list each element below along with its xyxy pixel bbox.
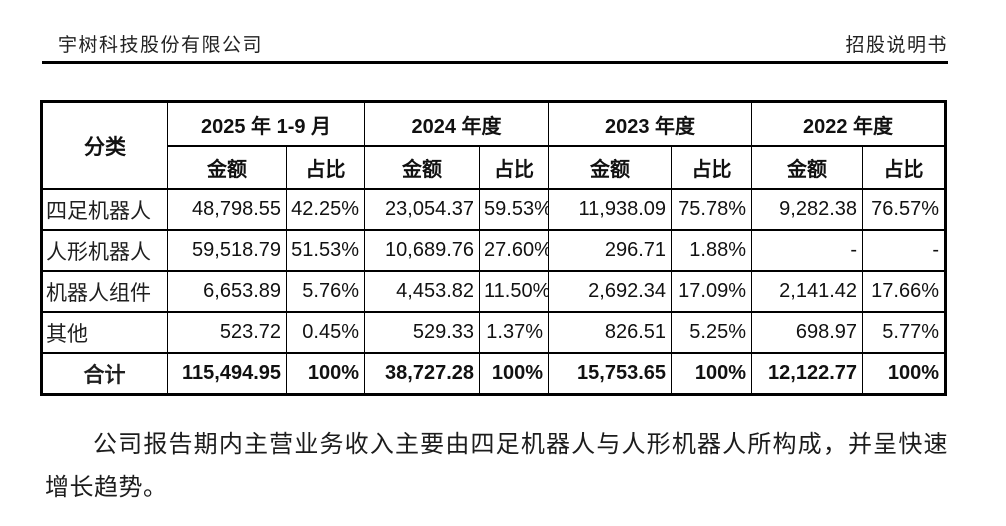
row-category-total: 合计 <box>41 352 168 396</box>
cell-ratio-2024: 11.50% <box>479 270 550 313</box>
cell-amount-2022: - <box>751 229 864 272</box>
cell-amount-2024: 23,054.37 <box>364 188 481 231</box>
cell-amount-2022: 2,141.42 <box>751 270 864 313</box>
subheader-ratio-2024: 占比 <box>479 145 550 190</box>
cell-total-ratio-2024: 100% <box>479 352 550 396</box>
cell-ratio-2025: 0.45% <box>285 311 366 354</box>
cell-ratio-2022: 5.77% <box>862 311 947 354</box>
revenue-breakdown-table: 分类 2025 年 1-9 月 2024 年度 2023 年度 2022 年度 … <box>40 100 948 396</box>
cell-amount-2025: 523.72 <box>167 311 287 354</box>
cell-ratio-2025: 5.76% <box>285 270 366 313</box>
cell-ratio-2024: 27.60% <box>479 229 550 272</box>
cell-amount-2024: 10,689.76 <box>364 229 481 272</box>
cell-amount-2025: 59,518.79 <box>167 229 287 272</box>
cell-ratio-2023: 75.78% <box>671 188 753 231</box>
table-header-period-row: 分类 2025 年 1-9 月 2024 年度 2023 年度 2022 年度 <box>41 100 947 190</box>
table-row-robot-components: 机器人组件 6,653.89 5.76% 4,453.82 11.50% 2,6… <box>41 270 947 313</box>
subheader-amount-2025: 金额 <box>167 145 287 190</box>
cell-amount-2024: 4,453.82 <box>364 270 481 313</box>
cell-ratio-2022: - <box>862 229 947 272</box>
cell-amount-2025: 6,653.89 <box>167 270 287 313</box>
period-header-2023: 2023 年度 <box>548 100 753 147</box>
subheader-amount-2023: 金额 <box>548 145 673 190</box>
document-header: 宇树科技股份有限公司 招股说明书 <box>58 34 948 58</box>
table-row-humanoid-robot: 人形机器人 59,518.79 51.53% 10,689.76 27.60% … <box>41 229 947 272</box>
cell-ratio-2023: 1.88% <box>671 229 753 272</box>
subheader-ratio-2023: 占比 <box>671 145 753 190</box>
cell-ratio-2023: 17.09% <box>671 270 753 313</box>
cell-amount-2023: 826.51 <box>548 311 673 354</box>
cell-ratio-2022: 17.66% <box>862 270 947 313</box>
table-row-other: 其他 523.72 0.45% 529.33 1.37% 826.51 5.25… <box>41 311 947 354</box>
cell-ratio-2025: 51.53% <box>285 229 366 272</box>
header-divider-line <box>42 61 948 64</box>
cell-amount-2023: 11,938.09 <box>548 188 673 231</box>
cell-amount-2023: 2,692.34 <box>548 270 673 313</box>
period-header-2024: 2024 年度 <box>364 100 550 147</box>
column-header-category: 分类 <box>41 100 168 190</box>
row-category: 机器人组件 <box>41 270 168 313</box>
body-paragraph: 公司报告期内主营业务收入主要由四足机器人与人形机器人所构成，并呈快速增长趋势。 <box>45 432 948 501</box>
cell-ratio-2025: 42.25% <box>285 188 366 231</box>
cell-total-ratio-2023: 100% <box>671 352 753 396</box>
cell-total-ratio-2025: 100% <box>285 352 366 396</box>
period-header-2025: 2025 年 1-9 月 <box>166 100 366 147</box>
period-header-2022: 2022 年度 <box>751 100 947 147</box>
company-name: 宇树科技股份有限公司 <box>58 35 264 56</box>
row-category: 人形机器人 <box>41 229 168 272</box>
cell-ratio-2024: 1.37% <box>479 311 550 354</box>
cell-amount-2022: 698.97 <box>751 311 864 354</box>
row-category: 四足机器人 <box>41 188 168 231</box>
cell-amount-2025: 48,798.55 <box>167 188 287 231</box>
document-title: 招股说明书 <box>845 35 948 56</box>
cell-ratio-2023: 5.25% <box>671 311 753 354</box>
subheader-amount-2022: 金额 <box>751 145 864 190</box>
subheader-ratio-2025: 占比 <box>285 145 366 190</box>
table-row-quadruped-robot: 四足机器人 48,798.55 42.25% 23,054.37 59.53% … <box>41 188 947 231</box>
cell-ratio-2024: 59.53% <box>479 188 550 231</box>
cell-amount-2022: 9,282.38 <box>751 188 864 231</box>
cell-total-ratio-2022: 100% <box>862 352 947 396</box>
row-category: 其他 <box>41 311 168 354</box>
subheader-amount-2024: 金额 <box>364 145 481 190</box>
cell-total-amount-2025: 115,494.95 <box>167 352 287 396</box>
cell-total-amount-2024: 38,727.28 <box>364 352 481 396</box>
cell-total-amount-2023: 15,753.65 <box>548 352 673 396</box>
table-header-sub-row: 金额 占比 金额 占比 金额 占比 金额 占比 <box>42 145 947 190</box>
cell-total-amount-2022: 12,122.77 <box>751 352 864 396</box>
cell-amount-2024: 529.33 <box>364 311 481 354</box>
table-row-total: 合计 115,494.95 100% 38,727.28 100% 15,753… <box>41 352 947 396</box>
cell-amount-2023: 296.71 <box>548 229 673 272</box>
cell-ratio-2022: 76.57% <box>862 188 947 231</box>
subheader-ratio-2022: 占比 <box>862 145 947 190</box>
